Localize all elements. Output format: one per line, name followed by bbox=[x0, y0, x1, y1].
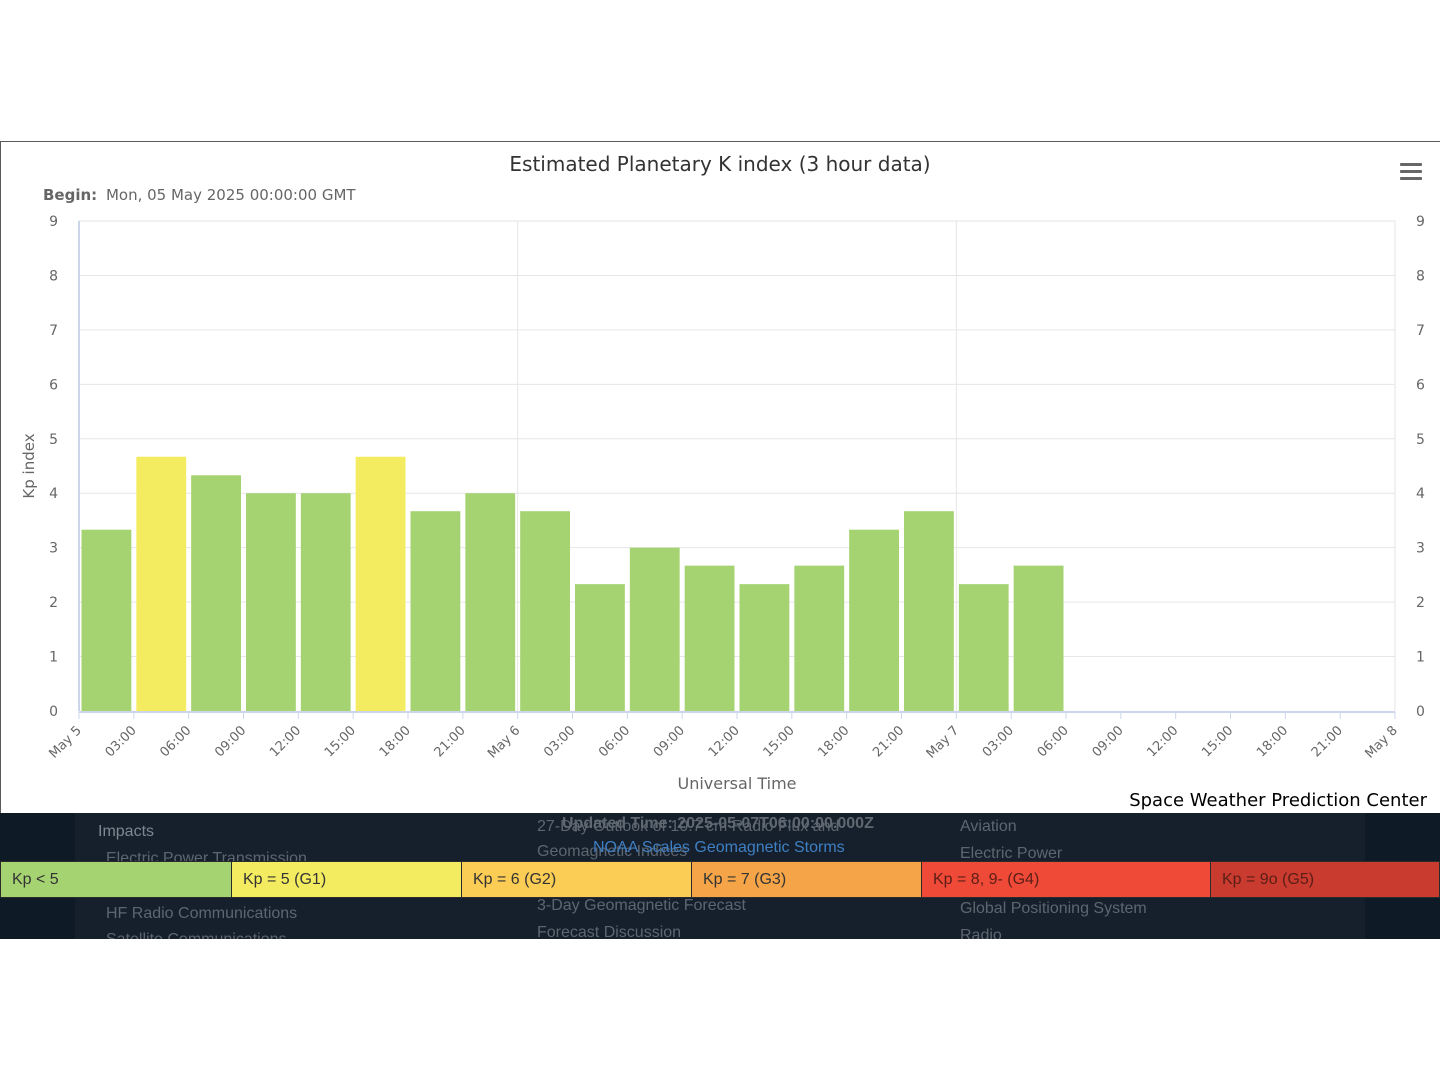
bar-layer bbox=[81, 456, 1064, 711]
x-tick-label: 21:00 bbox=[870, 723, 907, 760]
x-tick-label: May 6 bbox=[485, 723, 523, 761]
grid-layer bbox=[79, 220, 1396, 711]
y-tick-label-right: 8 bbox=[1416, 268, 1425, 284]
x-tick-label: 12:00 bbox=[1144, 723, 1181, 760]
y-tick-label-left: 2 bbox=[49, 595, 58, 611]
y-tick-label-right: 4 bbox=[1416, 486, 1425, 502]
kp-bar[interactable] bbox=[739, 584, 790, 711]
legend-kp-g5: Kp = 9o (G5) bbox=[1210, 861, 1440, 898]
x-tick-label: 09:00 bbox=[212, 723, 249, 760]
kp-bar[interactable] bbox=[575, 584, 625, 711]
y-tick-label-right: 7 bbox=[1416, 323, 1425, 339]
kp-bar[interactable] bbox=[300, 493, 351, 711]
y-tick-label-right: 1 bbox=[1416, 650, 1425, 666]
x-tick-label: 06:00 bbox=[1035, 723, 1072, 760]
kp-bar-chart: Estimated Planetary K index (3 hour data… bbox=[20, 152, 1428, 811]
y-tick-label-right: 2 bbox=[1416, 595, 1425, 611]
kp-bar[interactable] bbox=[136, 456, 187, 711]
subtitle-label: Begin: bbox=[43, 186, 97, 204]
kp-bar[interactable] bbox=[81, 529, 132, 711]
legend-kp-g3: Kp = 7 (G3) bbox=[691, 861, 921, 898]
footer-link-27day-outlook[interactable]: 27-Day Outlook of 10.7 cm Radio Flux and bbox=[537, 818, 840, 835]
x-tick-label: 12:00 bbox=[706, 723, 743, 760]
kp-bar[interactable] bbox=[410, 511, 461, 711]
y-tick-label-right: 9 bbox=[1416, 214, 1425, 230]
y-tick-label-right: 0 bbox=[1416, 704, 1425, 720]
y-tick-label-left: 8 bbox=[49, 268, 58, 284]
y-tick-label-left: 3 bbox=[49, 541, 58, 557]
footer-impacts-heading: Impacts bbox=[98, 823, 155, 840]
legend-kp-g1: Kp = 5 (G1) bbox=[231, 861, 461, 898]
footer-link-forecast-discussion[interactable]: Forecast Discussion bbox=[537, 924, 682, 939]
legend-kp-g2: Kp = 6 (G2) bbox=[461, 861, 691, 898]
x-tick-label: 15:00 bbox=[1199, 723, 1236, 760]
footer-link-aviation[interactable]: Aviation bbox=[960, 818, 1017, 835]
kp-bar[interactable] bbox=[794, 565, 845, 711]
kp-bar[interactable] bbox=[629, 547, 680, 711]
kp-bar[interactable] bbox=[849, 529, 899, 711]
y-tick-label-left: 0 bbox=[49, 704, 58, 720]
chart-subtitle: Begin: Mon, 05 May 2025 00:00:00 GMT bbox=[43, 186, 356, 204]
updated-time-label: Updated Time: 2025-05-07T06:00:00.000Z bbox=[562, 815, 874, 832]
y-tick-label-left: 4 bbox=[49, 486, 58, 502]
x-tick-label: 12:00 bbox=[267, 723, 304, 760]
y-tick-label-right: 5 bbox=[1416, 432, 1425, 448]
kp-bar[interactable] bbox=[246, 493, 296, 711]
kp-bar[interactable] bbox=[520, 511, 570, 711]
x-tick-label: 06:00 bbox=[157, 723, 194, 760]
legend-kp-lt5: Kp < 5 bbox=[0, 861, 231, 898]
x-tick-label: 03:00 bbox=[541, 723, 578, 760]
x-tick-label: 09:00 bbox=[651, 723, 688, 760]
kp-bar[interactable] bbox=[465, 493, 516, 711]
legend-kp-g4: Kp = 8, 9- (G4) bbox=[921, 861, 1210, 898]
kp-bar[interactable] bbox=[684, 565, 735, 711]
x-tick-label: 21:00 bbox=[1309, 723, 1346, 760]
x-tick-label: 21:00 bbox=[432, 723, 469, 760]
x-tick-label: May 8 bbox=[1362, 723, 1400, 761]
x-tick-label: 03:00 bbox=[103, 723, 140, 760]
footer-link-electric-power[interactable]: Electric Power bbox=[960, 845, 1063, 862]
y-tick-label-left: 9 bbox=[49, 214, 58, 230]
chart-title: Estimated Planetary K index (3 hour data… bbox=[509, 152, 930, 176]
x-axis-title: Universal Time bbox=[677, 774, 796, 793]
kp-bar[interactable] bbox=[191, 475, 241, 711]
y-tick-label-left: 1 bbox=[49, 650, 58, 666]
x-tick-label: May 5 bbox=[46, 723, 84, 761]
credit-label: Space Weather Prediction Center bbox=[1129, 790, 1427, 811]
y-tick-label-right: 3 bbox=[1416, 541, 1425, 557]
x-tick-label: 18:00 bbox=[1254, 723, 1291, 760]
y-tick-label-left: 7 bbox=[49, 323, 58, 339]
footer-link-geomagnetic-indices[interactable]: Geomagnetic Indices bbox=[537, 843, 688, 860]
footer-link-radio[interactable]: Radio bbox=[960, 927, 1002, 939]
x-tick-label: 09:00 bbox=[1090, 723, 1127, 760]
noaa-scales-link[interactable]: NOAA Scales Geomagnetic Storms bbox=[593, 839, 845, 856]
x-tick-label: 18:00 bbox=[377, 723, 414, 760]
footer-link-satellite-comm[interactable]: Satellite Communications bbox=[106, 931, 287, 939]
x-tick-label: 18:00 bbox=[815, 723, 852, 760]
kp-bar[interactable] bbox=[904, 511, 954, 711]
y-axis-title: Kp index bbox=[20, 433, 38, 498]
x-tick-label: 03:00 bbox=[980, 723, 1017, 760]
footer-link-hf-radio[interactable]: HF Radio Communications bbox=[106, 905, 298, 922]
x-tick-label: May 7 bbox=[924, 723, 962, 761]
footer-link-3day-forecast[interactable]: 3-Day Geomagnetic Forecast bbox=[537, 897, 746, 914]
kp-bar[interactable] bbox=[958, 584, 1009, 711]
x-tick-label: 15:00 bbox=[322, 723, 359, 760]
y-tick-label-left: 6 bbox=[49, 377, 58, 393]
footer-link-gps[interactable]: Global Positioning System bbox=[960, 900, 1147, 917]
kp-scale-legend: Kp < 5 Kp = 5 (G1) Kp = 6 (G2) Kp = 7 (G… bbox=[0, 861, 1440, 898]
kp-bar[interactable] bbox=[1013, 565, 1064, 711]
x-tick-label: 15:00 bbox=[761, 723, 798, 760]
y-tick-label-left: 5 bbox=[49, 432, 58, 448]
x-tick-label: 06:00 bbox=[596, 723, 633, 760]
chart-menu-button[interactable] bbox=[1398, 160, 1426, 184]
y-tick-label-right: 6 bbox=[1416, 377, 1425, 393]
subtitle-value: Mon, 05 May 2025 00:00:00 GMT bbox=[106, 186, 356, 204]
kp-bar[interactable] bbox=[355, 456, 406, 711]
